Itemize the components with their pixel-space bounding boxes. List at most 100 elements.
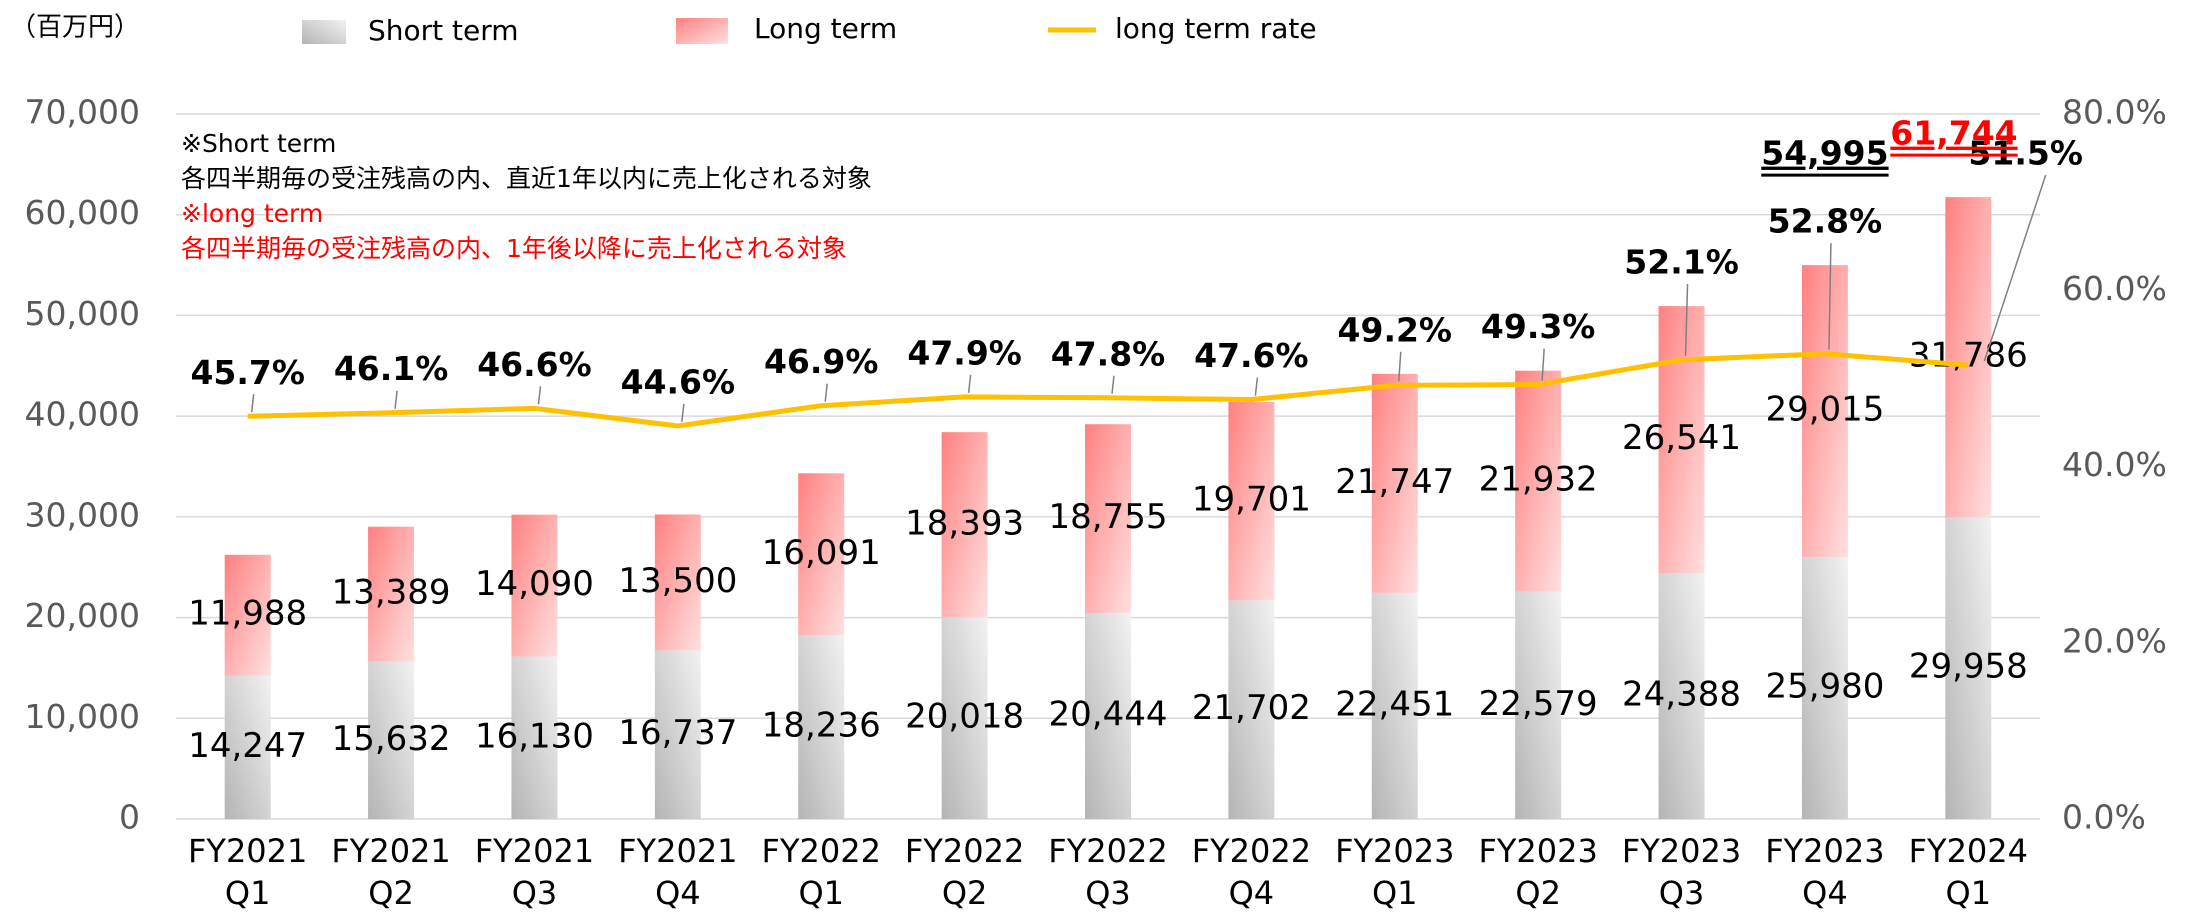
leader-line [967, 374, 972, 393]
total-label: 61,744 [1890, 114, 2017, 153]
leader-line [1828, 243, 1832, 350]
legend-label: Short term [368, 14, 519, 47]
x-tick-label: FY2024 [1909, 832, 2028, 870]
bar-long [224, 554, 271, 676]
x-tick-label: Q4 [1802, 874, 1848, 912]
x-tick-label: FY2022 [1048, 832, 1167, 870]
bar-long [1945, 197, 1992, 518]
value-label: 29,958 [1909, 647, 2028, 687]
y-tick-label: 30,000 [25, 495, 140, 534]
bar-short [511, 656, 558, 819]
x-tick-label: FY2023 [1765, 832, 1884, 870]
x-tick-label: FY2021 [331, 832, 450, 870]
x-tick-label: FY2021 [188, 832, 307, 870]
x-tick-label: Q3 [1085, 874, 1131, 912]
bar-long [1228, 402, 1275, 601]
leader-line [1398, 351, 1402, 382]
leader-line [394, 390, 398, 409]
leader-line [1254, 377, 1259, 396]
y-tick-label: 40,000 [25, 395, 140, 434]
x-tick-label: Q2 [1515, 874, 1561, 912]
value-label: 31,786 [1909, 336, 2028, 376]
value-label: 19,701 [1192, 480, 1311, 520]
bar-long [654, 514, 701, 651]
value-label: 18,755 [1049, 497, 1168, 537]
x-tick-label: Q1 [1946, 874, 1992, 912]
x-tick-label: Q1 [1372, 874, 1418, 912]
x-tick-label: FY2022 [762, 832, 881, 870]
value-label: 21,702 [1192, 688, 1311, 728]
value-label: 16,091 [762, 533, 881, 573]
bar-short [1515, 591, 1562, 819]
rate-label: 46.9% [764, 342, 879, 381]
legend-label: long term rate [1115, 12, 1317, 45]
rate-label: 46.6% [477, 345, 592, 384]
leader-line [681, 403, 685, 423]
x-tick-label: Q3 [1659, 874, 1705, 912]
bar-short [224, 675, 271, 819]
bar-long [1658, 306, 1705, 574]
bar-long [798, 473, 845, 636]
bar-long [368, 526, 415, 662]
bar-long [1515, 370, 1562, 592]
note: 各四半期毎の受注残高の内、1年後以降に売上化される対象 [181, 234, 847, 263]
value-label: 14,247 [188, 726, 307, 766]
y-tick-label: 20,000 [25, 596, 140, 635]
note: ※long term [181, 199, 323, 228]
note: 各四半期毎の受注残高の内、直近1年以内に売上化される対象 [181, 164, 872, 193]
value-label: 29,015 [1765, 390, 1884, 430]
bar-short [1228, 600, 1275, 819]
value-label: 22,451 [1335, 684, 1454, 724]
value-label: 26,541 [1622, 418, 1741, 458]
value-label: 13,389 [332, 573, 451, 613]
x-tick-label: Q2 [942, 874, 988, 912]
x-tick-label: Q3 [512, 874, 558, 912]
y2-tick-label: 40.0% [2062, 445, 2167, 484]
rate-label: 52.1% [1624, 243, 1739, 282]
rate-label: 52.8% [1768, 202, 1883, 241]
x-tick-label: Q4 [655, 874, 701, 912]
x-tick-label: FY2023 [1478, 832, 1597, 870]
leader-line [1983, 174, 2047, 362]
value-label: 11,988 [188, 594, 307, 634]
value-label: 16,130 [475, 716, 594, 756]
x-tick-label: FY2021 [618, 832, 737, 870]
x-tick-label: Q1 [798, 874, 844, 912]
leader-line [1111, 375, 1115, 394]
bar-long [1371, 373, 1418, 593]
value-label: 13,500 [618, 561, 737, 601]
value-label: 20,018 [905, 697, 1024, 737]
bar-short [1945, 517, 1992, 819]
bar-long [1085, 424, 1131, 614]
y-tick-label: 50,000 [25, 294, 140, 333]
leader-line [1541, 348, 1545, 381]
rate-label: 45.7% [190, 353, 305, 392]
legend-label: Long term [754, 12, 897, 45]
value-label: 21,747 [1335, 462, 1454, 502]
leader-line [537, 386, 542, 405]
legend-swatch [302, 20, 346, 44]
value-label: 24,388 [1622, 675, 1741, 715]
unit-label: （百万円） [10, 13, 140, 43]
x-tick-label: FY2021 [475, 832, 594, 870]
bar-short [1658, 573, 1705, 819]
y-tick-label: 60,000 [25, 193, 140, 232]
bar-short [368, 661, 415, 819]
y2-tick-label: 0.0% [2062, 798, 2146, 837]
value-label: 20,444 [1049, 695, 1168, 735]
y-tick-label: 0 [119, 798, 140, 837]
y2-tick-label: 20.0% [2062, 621, 2167, 660]
value-label: 15,632 [332, 719, 451, 759]
legend-swatch [676, 18, 728, 44]
rate-label: 47.6% [1194, 336, 1309, 375]
rate-label: 49.2% [1338, 310, 1453, 349]
value-label: 22,579 [1479, 684, 1598, 724]
value-label: 25,980 [1765, 667, 1884, 707]
rate-label: 44.6% [621, 362, 736, 401]
y-tick-label: 10,000 [25, 697, 140, 736]
rate-label: 47.8% [1051, 334, 1166, 373]
y2-tick-label: 80.0% [2062, 93, 2167, 132]
x-tick-label: Q4 [1229, 874, 1275, 912]
bar-short [798, 635, 845, 819]
